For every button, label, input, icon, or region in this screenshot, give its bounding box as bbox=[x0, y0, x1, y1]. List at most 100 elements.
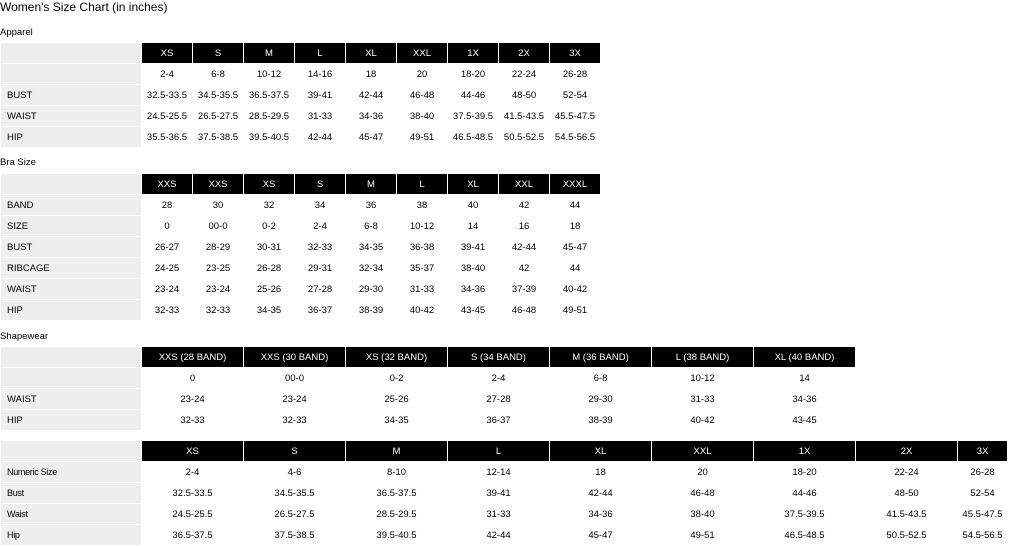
measurement-cell: 32.5-33.5 bbox=[142, 483, 243, 503]
measurement-cell: 31-33 bbox=[397, 279, 447, 299]
measurement-cell: 48-50 bbox=[499, 85, 549, 105]
row-label: Hip bbox=[1, 525, 141, 545]
measurement-cell: 36-38 bbox=[397, 237, 447, 257]
row-label: Bust bbox=[1, 483, 141, 503]
measurement-cell: 37.5-38.5 bbox=[244, 525, 345, 545]
measurement-cell: 38-39 bbox=[346, 300, 396, 320]
measurement-cell: 37-39 bbox=[499, 279, 549, 299]
table-row: BUST 32.5-33.5 34.5-35.5 36.5-37.5 39-41 42-4… bbox=[1, 85, 600, 105]
measurement-cell: 22-24 bbox=[856, 462, 957, 482]
measurement-cell: 34-36 bbox=[550, 504, 651, 524]
measurement-cell: 26.5-27.5 bbox=[193, 106, 243, 126]
measurement-cell: 34 bbox=[295, 195, 345, 215]
measurement-cell: 2-4 bbox=[295, 216, 345, 236]
measurement-cell: 43-45 bbox=[448, 300, 498, 320]
table-row: WAIST 23-24 23-24 25-26 27-28 29-30 31-33 34-36 bbox=[1, 389, 855, 409]
measurement-cell: 46.5-48.5 bbox=[754, 525, 855, 545]
measurement-cell: 12-14 bbox=[448, 462, 549, 482]
measurement-cell: 46-48 bbox=[499, 300, 549, 320]
measurement-cell: 44 bbox=[550, 258, 600, 278]
measurement-cell: 36.5-37.5 bbox=[244, 85, 294, 105]
measurement-cell: 52-54 bbox=[958, 483, 1007, 503]
row-label: BAND bbox=[1, 195, 141, 215]
measurement-cell: 49-51 bbox=[652, 525, 753, 545]
measurement-cell: 38 bbox=[397, 195, 447, 215]
measurement-cell: 14-16 bbox=[295, 64, 345, 84]
measurement-cell: 43-45 bbox=[754, 410, 855, 430]
measurement-cell: 34-36 bbox=[754, 389, 855, 409]
section-title: Bra Size bbox=[0, 157, 36, 168]
size-header: 2X bbox=[499, 43, 549, 63]
measurement-cell: 8-10 bbox=[346, 462, 447, 482]
section-title: Apparel bbox=[0, 27, 33, 38]
measurement-cell: 24.5-25.5 bbox=[142, 106, 192, 126]
measurement-cell: 32-33 bbox=[142, 300, 192, 320]
measurement-cell: 52-54 bbox=[550, 85, 600, 105]
measurement-cell: 36.5-37.5 bbox=[346, 483, 447, 503]
measurement-cell: 26-28 bbox=[244, 258, 294, 278]
size-header: XL bbox=[448, 174, 498, 194]
measurement-cell: 28 bbox=[142, 195, 192, 215]
measurement-cell: 32.5-33.5 bbox=[142, 85, 192, 105]
measurement-cell: 39.5-40.5 bbox=[346, 525, 447, 545]
measurement-cell: 2-4 bbox=[142, 462, 243, 482]
row-label bbox=[1, 441, 141, 461]
size-header: XXL bbox=[652, 441, 753, 461]
measurement-cell: 39-41 bbox=[448, 237, 498, 257]
measurement-cell: 38-40 bbox=[397, 106, 447, 126]
header-row: XXS (28 BAND) XXS (30 BAND) XS (32 BAND) S … bbox=[1, 347, 855, 367]
measurement-cell: 42-44 bbox=[550, 483, 651, 503]
measurement-cell: 28-29 bbox=[193, 237, 243, 257]
row-label: Waist bbox=[1, 504, 141, 524]
measurement-cell: 18 bbox=[346, 64, 396, 84]
measurement-cell: 42 bbox=[499, 195, 549, 215]
measurement-cell: 40-42 bbox=[550, 279, 600, 299]
size-header: L bbox=[397, 174, 447, 194]
measurement-cell: 37.5-39.5 bbox=[754, 504, 855, 524]
measurement-cell: 0-2 bbox=[346, 368, 447, 388]
size-header: XXS bbox=[193, 174, 243, 194]
measurement-cell: 54.5-56.5 bbox=[550, 127, 600, 147]
measurement-cell: 49-51 bbox=[550, 300, 600, 320]
measurement-cell: 34-36 bbox=[448, 279, 498, 299]
measurement-cell: 20 bbox=[397, 64, 447, 84]
measurement-cell: 32-33 bbox=[193, 300, 243, 320]
measurement-cell: 28.5-29.5 bbox=[346, 504, 447, 524]
measurement-cell: 24.5-25.5 bbox=[142, 504, 243, 524]
measurement-cell: 42 bbox=[499, 258, 549, 278]
size-table: XS S M L XL XXL 1X 2X 3X Numeric Size 2-4 4-6 8-10 12… bbox=[0, 440, 1008, 546]
size-header: L bbox=[295, 43, 345, 63]
measurement-cell: 38-39 bbox=[550, 410, 651, 430]
measurement-cell: 36 bbox=[346, 195, 396, 215]
measurement-cell: 18 bbox=[550, 462, 651, 482]
measurement-cell: 6-8 bbox=[346, 216, 396, 236]
measurement-cell: 42-44 bbox=[295, 127, 345, 147]
measurement-cell: 2-4 bbox=[142, 64, 192, 84]
measurement-cell: 26.5-27.5 bbox=[244, 504, 345, 524]
measurement-cell: 18-20 bbox=[448, 64, 498, 84]
measurement-cell: 54.5-56.5 bbox=[958, 525, 1007, 545]
measurement-cell: 10-12 bbox=[397, 216, 447, 236]
measurement-cell: 34.5-35.5 bbox=[193, 85, 243, 105]
table-row: WAIST 24.5-25.5 26.5-27.5 28.5-29.5 31-33 34-… bbox=[1, 106, 600, 126]
measurement-cell: 42-44 bbox=[346, 85, 396, 105]
size-header: 3X bbox=[550, 43, 600, 63]
row-label bbox=[1, 64, 141, 84]
measurement-cell: 30 bbox=[193, 195, 243, 215]
header-row: XXS XXS XS S M L XL XXL XXXL bbox=[1, 174, 600, 194]
size-header: 1X bbox=[754, 441, 855, 461]
measurement-cell: 18 bbox=[550, 216, 600, 236]
measurement-cell: 46.5-48.5 bbox=[448, 127, 498, 147]
measurement-cell: 40 bbox=[448, 195, 498, 215]
size-header: M bbox=[346, 174, 396, 194]
table-row: HIP 32-33 32-33 34-35 36-37 38-39 40-42 43-45 46… bbox=[1, 300, 600, 320]
measurement-cell: 36.5-37.5 bbox=[142, 525, 243, 545]
row-label: HIP bbox=[1, 410, 141, 430]
size-header: XS bbox=[142, 43, 192, 63]
measurement-cell: 30-31 bbox=[244, 237, 294, 257]
measurement-cell: 0 bbox=[142, 216, 192, 236]
row-label: WAIST bbox=[1, 106, 141, 126]
size-header: XS bbox=[244, 174, 294, 194]
table-row: HIP 35.5-36.5 37.5-38.5 39.5-40.5 42-44 45-47… bbox=[1, 127, 600, 147]
measurement-cell: 28.5-29.5 bbox=[244, 106, 294, 126]
